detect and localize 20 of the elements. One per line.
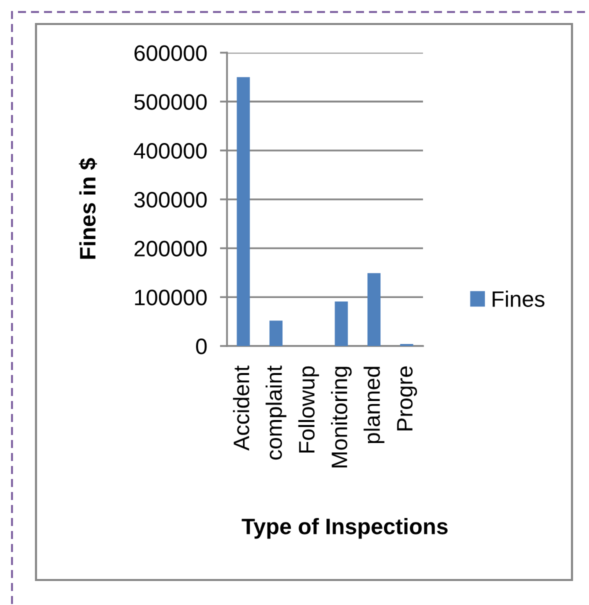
x-axis-title: Type of Inspections	[242, 518, 448, 539]
y-tick-label: 500000	[134, 94, 207, 110]
y-tick-label: 0	[196, 338, 207, 354]
y-tick-label: 100000	[135, 290, 207, 306]
x-tick-label: Followup	[298, 366, 320, 453]
bar	[334, 302, 348, 346]
bar	[367, 273, 381, 346]
x-tick-label: Accident	[232, 366, 250, 451]
bar	[236, 77, 250, 346]
x-tick-label: Monitoring	[330, 366, 352, 468]
y-tick-label: 200000	[134, 240, 207, 257]
y-axis-title: Fines in $	[78, 158, 98, 259]
y-tick-label: 600000	[134, 45, 207, 61]
legend-label: Fines	[492, 290, 544, 307]
bar	[269, 320, 283, 346]
y-tick-label: 400000	[134, 143, 207, 159]
x-tick-label: Progre	[397, 366, 418, 430]
y-tick-label: 300000	[134, 192, 207, 208]
x-tick-label: planned	[364, 366, 384, 444]
x-tick-label: complaint	[266, 366, 286, 460]
